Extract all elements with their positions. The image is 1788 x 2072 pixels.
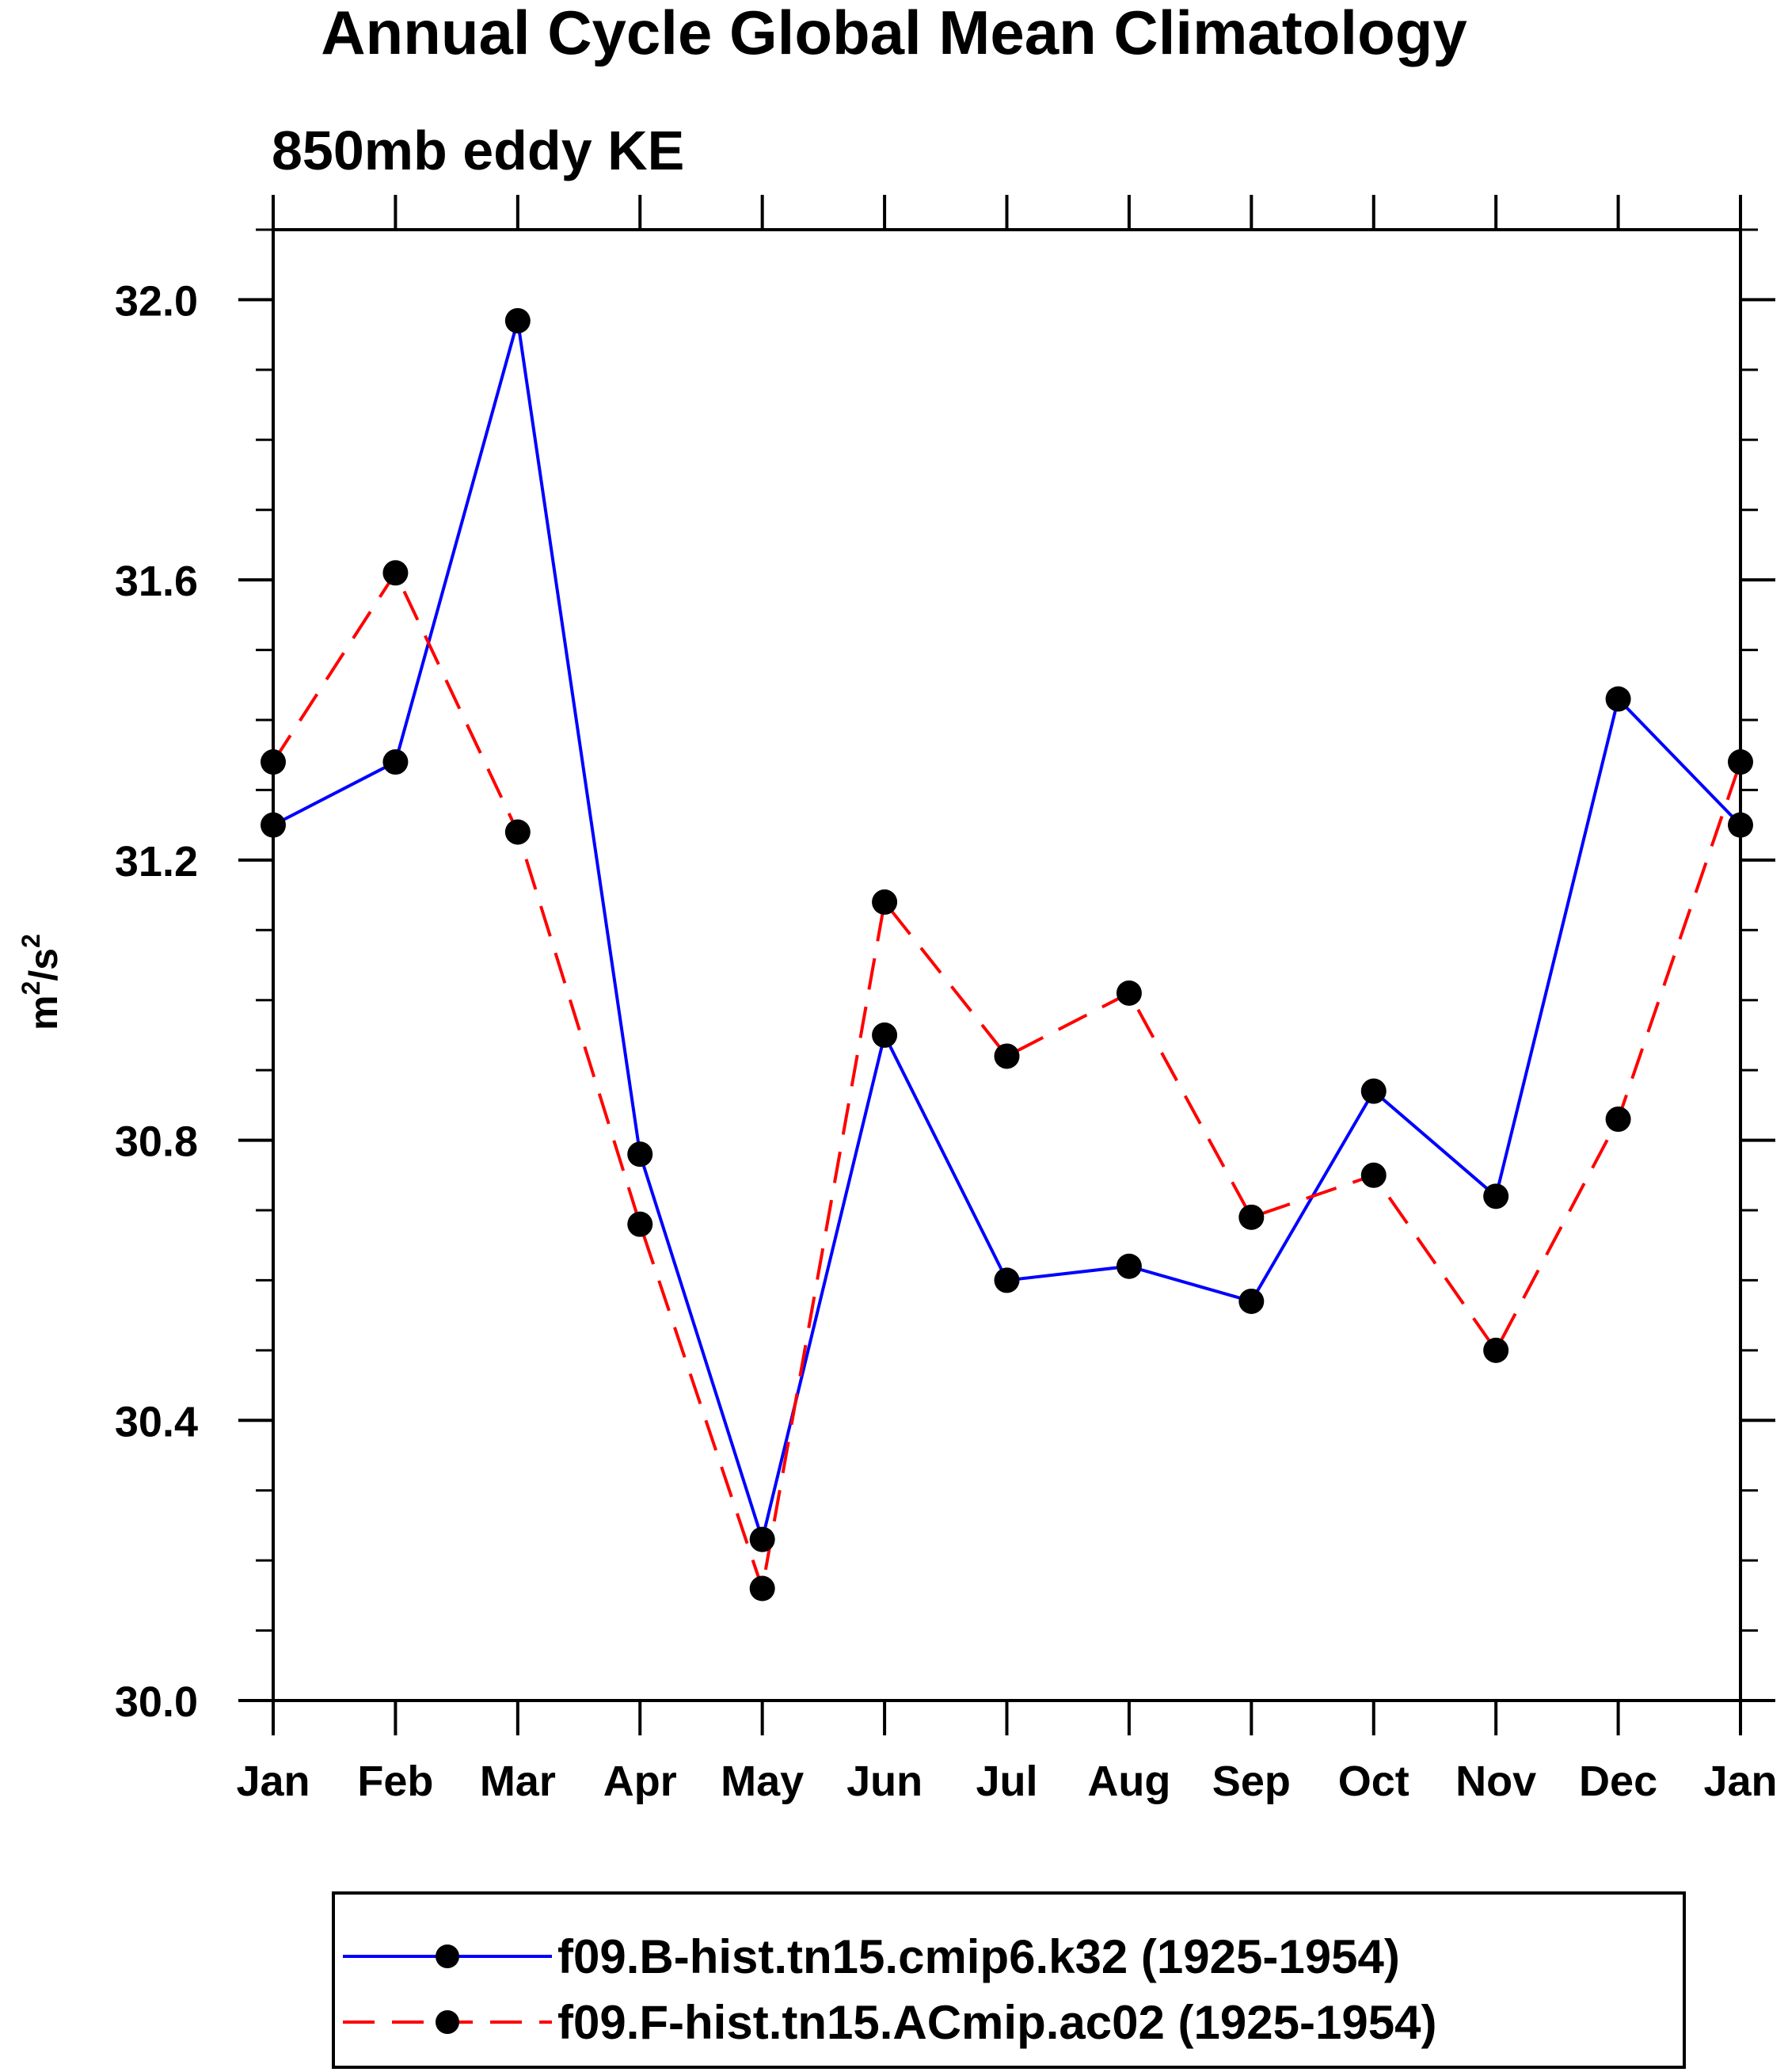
x-tick-label: Jan [236, 1758, 310, 1805]
x-tick-label: Jul [976, 1758, 1037, 1805]
series-2-point [872, 889, 898, 915]
x-tick-label: Nov [1455, 1758, 1536, 1805]
series-1-point [1483, 1183, 1509, 1209]
x-tick-label: Jun [846, 1758, 923, 1805]
series-2-point [1116, 980, 1142, 1006]
y-tick-label: 31.6 [115, 558, 198, 605]
y-tick-label: 31.2 [115, 838, 198, 886]
y-tick-label: 30.8 [115, 1118, 198, 1166]
series-1-point [994, 1267, 1020, 1293]
series-2-point [504, 819, 531, 845]
series-1-point [1238, 1288, 1265, 1314]
plot-frame [272, 228, 1742, 1702]
series-1-point [872, 1022, 898, 1048]
series-1-point [504, 307, 531, 333]
x-tick-label: Sep [1212, 1758, 1291, 1805]
x-tick-label: Apr [603, 1758, 677, 1805]
legend: f09.B-hist.tn15.cmip6.k32 (1925-1954) f0… [332, 1891, 1686, 2069]
series-line-2 [272, 571, 1742, 1590]
series-2-point [994, 1043, 1020, 1069]
series-2-point [1605, 1106, 1631, 1133]
legend-label-series-1: f09.B-hist.tn15.cmip6.k32 (1925-1954) [557, 1930, 1400, 1983]
series-1-point [382, 749, 409, 775]
series-lines [272, 318, 1742, 1590]
x-tick-label: Dec [1579, 1758, 1657, 1805]
series-1-point [1605, 686, 1631, 712]
series-line-1 [272, 318, 1742, 1541]
legend-box [332, 1891, 1686, 2069]
x-tick-label: Jan [1703, 1758, 1777, 1805]
series-2-point [382, 560, 409, 586]
series-2-point [749, 1575, 775, 1602]
series-1-point [1116, 1253, 1142, 1279]
x-tick-label: Oct [1338, 1758, 1409, 1805]
x-tick-label: May [721, 1758, 804, 1805]
y-axis-label: m2/s2 [17, 934, 66, 1030]
series-2-point [1238, 1204, 1265, 1230]
y-tick-label: 32.0 [115, 277, 198, 325]
series-1-point [749, 1526, 775, 1552]
series-1-point [1360, 1078, 1387, 1104]
x-tick-label: Aug [1087, 1758, 1170, 1805]
series-2-point [1360, 1162, 1387, 1188]
chart-subtitle: 850mb eddy KE [272, 120, 684, 181]
x-tick-label: Mar [480, 1758, 556, 1805]
chart-title: Annual Cycle Global Mean Climatology [321, 0, 1467, 67]
axis-tick-labels: Jan Feb Mar Apr May Jun Jul Aug Sep Oct Nov Dec Jan 3… [115, 277, 1778, 1805]
y-tick-label: 30.0 [115, 1678, 198, 1726]
axis-ticks [238, 195, 1775, 1735]
series-markers [261, 307, 1753, 1602]
x-tick-label: Feb [357, 1758, 433, 1805]
legend-label-series-2: f09.F-hist.tn15.ACmip.ac02 (1925-1954) [557, 1996, 1436, 2049]
series-1-point [627, 1141, 653, 1167]
legend-marker-series-1 [436, 1944, 459, 1968]
legend-marker-series-2 [436, 2010, 459, 2034]
series-2-point [627, 1211, 653, 1237]
series-2-point [1483, 1337, 1509, 1363]
y-tick-label: 30.4 [115, 1398, 198, 1445]
